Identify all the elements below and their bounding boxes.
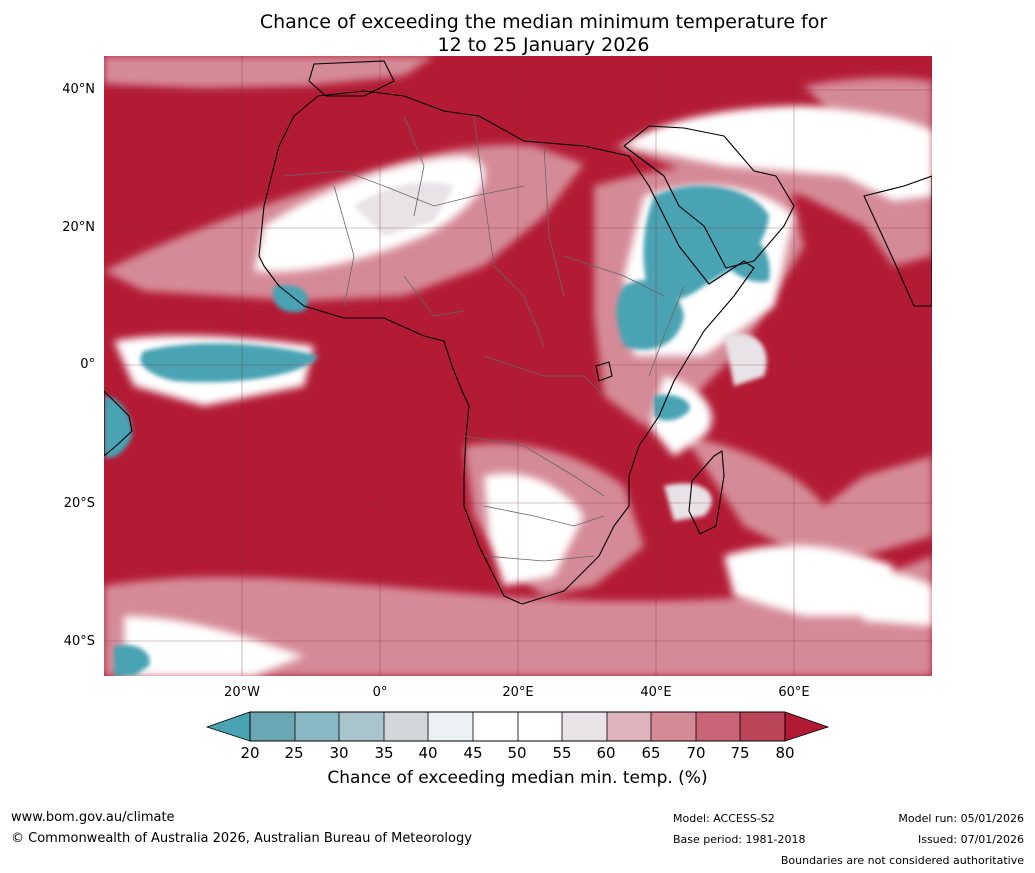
probability-map (104, 56, 932, 676)
lake-victoria (595, 361, 613, 382)
colorbar-tick-70: 70 (686, 744, 706, 762)
map-title-line-1: Chance of exceeding the median minimum t… (259, 11, 828, 33)
colorbar-segment-60-65 (607, 712, 651, 741)
graticule (104, 56, 932, 676)
colorbar-segment-40-45 (428, 712, 473, 741)
base-period: Base period: 1981-2018 (673, 833, 806, 846)
colorbar-segment-30-35 (339, 712, 384, 741)
map-canvas (104, 56, 932, 676)
colorbar-tick-50: 50 (507, 744, 527, 762)
colorbar-segment-65-70 (651, 712, 696, 741)
colorbar-tick-45: 45 (463, 744, 483, 762)
colorbar-arrow-high (784, 711, 830, 742)
india-coastline (863, 175, 932, 307)
colorbar-tick-60: 60 (596, 744, 616, 762)
colorbar-tick-80: 80 (775, 744, 795, 762)
lat-label-equator: 0° (80, 357, 95, 372)
lat-label-40n: 40°N (62, 82, 95, 97)
lon-label-20w: 20°W (224, 685, 260, 700)
copyright-notice: © Commonwealth of Australia 2026, Austra… (11, 831, 472, 846)
model-name: Model: ACCESS-S2 (673, 812, 775, 825)
issued-date: Issued: 07/01/2026 (917, 833, 1024, 846)
colorbar-tick-25: 25 (284, 744, 304, 762)
colorbar-tick-40: 40 (418, 744, 438, 762)
contour-band-below-25 (104, 185, 770, 676)
lon-label-0: 0° (372, 685, 388, 700)
colorbar-segment-35-40 (384, 712, 428, 741)
lat-label-40s: 40°S (63, 634, 95, 649)
colorbar-segment-50-55 (518, 712, 562, 741)
colorbar-tick-55: 55 (552, 744, 572, 762)
lat-label-20n: 20°N (62, 220, 95, 235)
colorbar-segment-20-25 (250, 712, 295, 741)
colorbar-tick-20: 20 (240, 744, 260, 762)
iberia-coastline (308, 60, 395, 97)
coastlines (104, 60, 932, 605)
colorbar-segment-55-60 (562, 712, 607, 741)
madagascar-coastline (688, 450, 725, 535)
colorbar-tick-35: 35 (374, 744, 394, 762)
probability-contours (104, 56, 932, 676)
colorbar-tick-65: 65 (641, 744, 661, 762)
lon-label-20e: 20°E (502, 685, 534, 700)
lon-label-40e: 40°E (640, 685, 672, 700)
contour-band-55-60 (354, 182, 767, 521)
colorbar-tick-30: 30 (329, 744, 349, 762)
colorbar-arrow-low (205, 711, 251, 742)
colorbar-segment-75-80 (740, 712, 785, 741)
colorbar-segment-25-30 (295, 712, 339, 741)
map-title-line-2: 12 to 25 January 2026 (437, 34, 650, 56)
africa-coastline (258, 90, 755, 605)
lat-label-20s: 20°S (63, 496, 95, 511)
boundaries-disclaimer: Boundaries are not considered authoritat… (780, 854, 1024, 867)
country-boundaries (283, 115, 685, 562)
colorbar-label: Chance of exceeding median min. temp. (%… (327, 768, 708, 788)
colorbar-segment-70-75 (696, 712, 740, 741)
arabia-coastline (623, 125, 795, 269)
colorbar-segment-45-50 (473, 712, 518, 741)
colorbar-tick-75: 75 (730, 744, 750, 762)
model-run-date: Model run: 05/01/2026 (898, 812, 1024, 825)
lon-label-60e: 60°E (778, 685, 810, 700)
website-link[interactable]: www.bom.gov.au/climate (11, 810, 175, 825)
south-america-coast (104, 390, 133, 457)
